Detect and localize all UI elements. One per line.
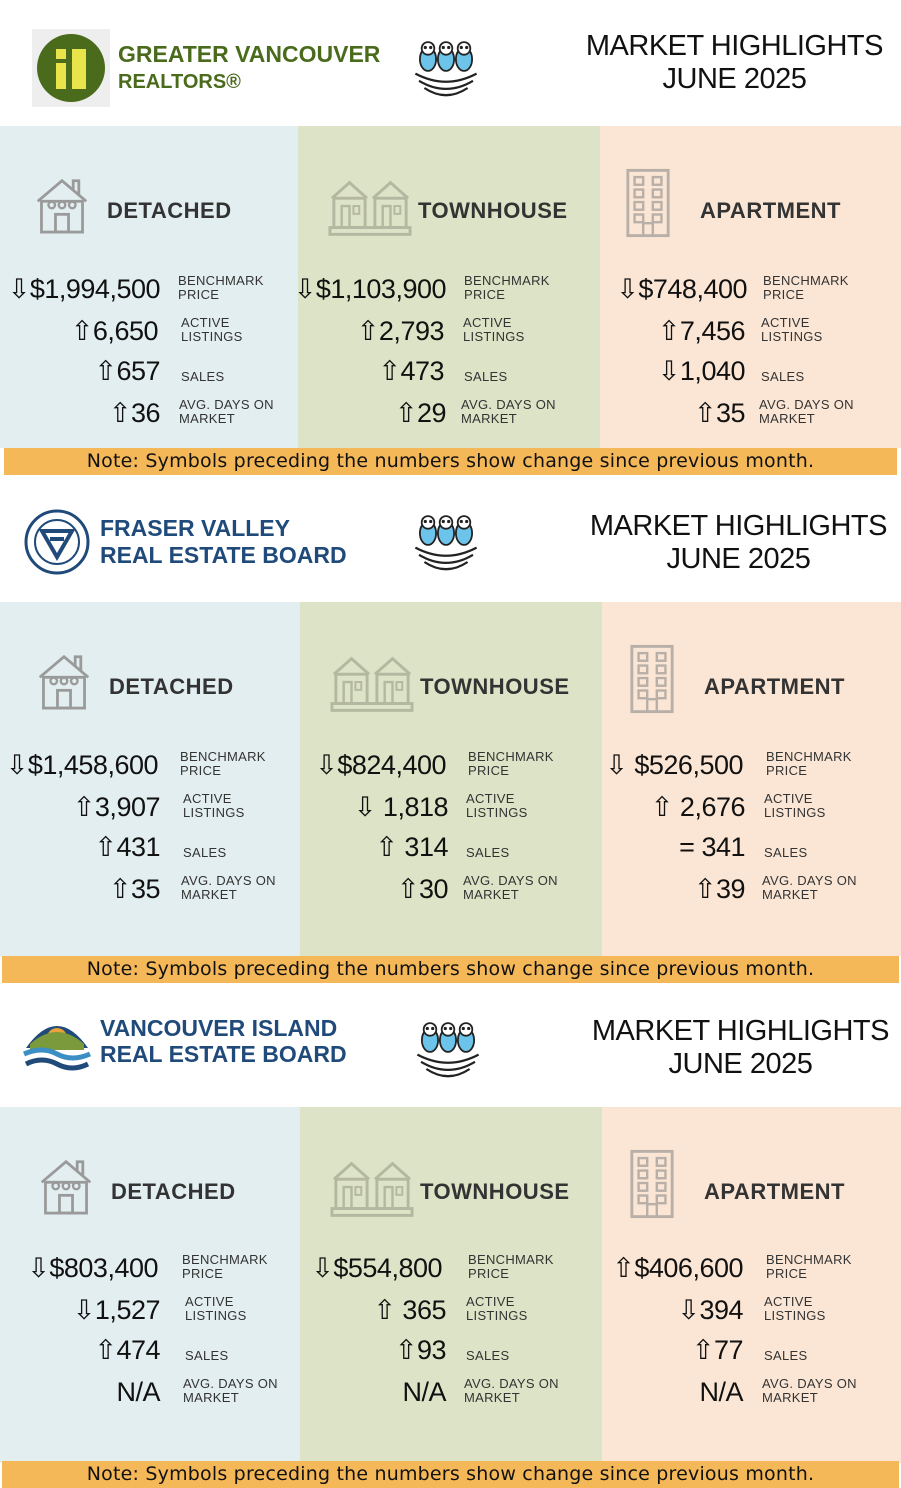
apartment-icon xyxy=(624,166,672,240)
category-panels: DETACHED ⇩$1,458,600 BENCHMARK PRICE ⇧3,90… xyxy=(0,602,901,956)
change-note: Note: Symbols preceding the numbers show… xyxy=(2,1461,899,1488)
vancouver-island-logo-icon xyxy=(22,1026,92,1071)
fv-logo: FRASER VALLEY REAL ESTATE BOARD xyxy=(24,500,347,584)
benchmark-price-value: ⇩ $526,500 xyxy=(605,750,743,780)
board-vancouver-island: VANCOUVER ISLAND REAL ESTATE BOARD MARKE… xyxy=(0,983,901,1488)
panel-townhouse: TOWNHOUSE ⇩$554,800 BENCHMARK PRICE ⇧ 365 A… xyxy=(300,1107,602,1463)
days-on-market-value: N/A xyxy=(116,1377,160,1407)
active-listings-value: ⇧7,456 xyxy=(657,316,746,346)
panel-townhouse: TOWNHOUSE ⇩$824,400 BENCHMARK PRICE ⇩ 1,81… xyxy=(300,602,602,956)
sales-value: ⇧431 xyxy=(94,832,160,862)
days-on-market-value: N/A xyxy=(402,1377,446,1407)
days-on-market-value: ⇧35 xyxy=(693,398,746,428)
board-name-line1: FRASER VALLEY xyxy=(100,515,290,541)
nest-icon xyxy=(410,508,482,580)
days-on-market-value: ⇧39 xyxy=(693,874,746,904)
panel-townhouse: TOWNHOUSE ⇩$1,103,900 BENCHMARK PRICE ⇧2,7… xyxy=(294,126,600,448)
sales-value: ⇧473 xyxy=(378,356,444,386)
apartment-icon xyxy=(628,642,676,716)
board-header: GREATER VANCOUVER REALTORS® MARKET HIGHL… xyxy=(0,0,901,126)
market-highlights-title: MARKET HIGHLIGHTS JUNE 2025 xyxy=(589,510,888,575)
benchmark-price-value: ⇩$803,400 xyxy=(27,1253,158,1283)
active-listings-value: ⇩ 1,818 xyxy=(353,792,449,822)
townhouse-icon xyxy=(330,1159,414,1219)
nest-icon xyxy=(410,34,482,106)
days-on-market-value: ⇧30 xyxy=(396,874,449,904)
board-header: FRASER VALLEY REAL ESTATE BOARD MARKET H… xyxy=(0,478,901,602)
panel-apartment: APARTMENT ⇩$748,400 BENCHMARK PRICE ⇧7,456… xyxy=(600,126,901,448)
house-icon xyxy=(38,1155,94,1217)
days-on-market-value: N/A xyxy=(699,1377,743,1407)
sales-value: ⇩1,040 xyxy=(657,356,746,386)
category-title: TOWNHOUSE xyxy=(420,1179,570,1204)
active-listings-value: ⇧3,907 xyxy=(72,792,161,822)
change-note: Note: Symbols preceding the numbers show… xyxy=(4,448,897,475)
board-name-line2: REALTORS® xyxy=(118,71,241,93)
days-on-market-value: ⇧35 xyxy=(108,874,161,904)
board-name-line2: REAL ESTATE BOARD xyxy=(100,542,347,568)
category-title: DETACHED xyxy=(109,674,234,699)
board-header: VANCOUVER ISLAND REAL ESTATE BOARD MARKE… xyxy=(0,983,901,1107)
change-note: Note: Symbols preceding the numbers show… xyxy=(2,956,899,983)
townhouse-icon xyxy=(330,654,414,714)
benchmark-price-value: ⇩$1,103,900 xyxy=(293,274,447,304)
active-listings-value: ⇧ 365 xyxy=(373,1295,446,1325)
benchmark-price-value: ⇩$1,994,500 xyxy=(7,274,161,304)
active-listings-value: ⇩394 xyxy=(677,1295,743,1325)
panel-detached: DETACHED ⇩$803,400 BENCHMARK PRICE ⇩1,527 A… xyxy=(0,1107,300,1463)
board-name-line1: GREATER VANCOUVER xyxy=(118,41,381,67)
nest-icon xyxy=(412,1015,484,1087)
fraser-valley-logo-icon xyxy=(24,509,90,575)
panel-apartment: APARTMENT ⇧$406,600 BENCHMARK PRICE ⇩394 AC… xyxy=(602,1107,901,1463)
board-name-line2: REAL ESTATE BOARD xyxy=(100,1041,347,1067)
apartment-icon xyxy=(628,1147,676,1221)
sales-value: ⇧657 xyxy=(94,356,160,386)
category-title: DETACHED xyxy=(107,198,232,223)
sales-value: ⇧93 xyxy=(394,1335,447,1365)
market-highlights-title: MARKET HIGHLIGHTS JUNE 2025 xyxy=(585,30,884,95)
realtor-logo-icon xyxy=(32,29,110,107)
active-listings-value: ⇧6,650 xyxy=(70,316,159,346)
category-title: DETACHED xyxy=(111,1179,236,1204)
category-title: APARTMENT xyxy=(704,1179,845,1204)
house-icon xyxy=(34,174,90,236)
panel-apartment: APARTMENT ⇩ $526,500 BENCHMARK PRICE ⇧ 2,6… xyxy=(602,602,901,956)
category-title: TOWNHOUSE xyxy=(420,674,570,699)
panel-detached: DETACHED ⇩$1,994,500 BENCHMARK PRICE ⇧6,65… xyxy=(0,126,298,448)
panel-detached: DETACHED ⇩$1,458,600 BENCHMARK PRICE ⇧3,90… xyxy=(0,602,300,956)
gv-logo: GREATER VANCOUVER REALTORS® xyxy=(32,26,380,110)
benchmark-price-value: ⇧$406,600 xyxy=(612,1253,743,1283)
townhouse-icon xyxy=(328,178,412,238)
vi-logo: VANCOUVER ISLAND REAL ESTATE BOARD xyxy=(22,999,347,1083)
sales-value: ⇧77 xyxy=(691,1335,744,1365)
sales-value: ⇧474 xyxy=(94,1335,160,1365)
category-title: APARTMENT xyxy=(704,674,845,699)
house-icon xyxy=(36,650,92,712)
board-greater-vancouver: GREATER VANCOUVER REALTORS® MARKET HIGHL… xyxy=(0,0,901,478)
sales-value: = 341 xyxy=(679,832,745,862)
benchmark-price-value: ⇩$554,800 xyxy=(311,1253,442,1283)
category-title: APARTMENT xyxy=(700,198,841,223)
active-listings-value: ⇧ 2,676 xyxy=(650,792,746,822)
benchmark-price-value: ⇩$1,458,600 xyxy=(5,750,159,780)
category-panels: DETACHED ⇩$803,400 BENCHMARK PRICE ⇩1,527 A… xyxy=(0,1107,901,1463)
benchmark-price-value: ⇩$748,400 xyxy=(616,274,747,304)
board-fraser-valley: FRASER VALLEY REAL ESTATE BOARD MARKET H… xyxy=(0,478,901,983)
active-listings-value: ⇩1,527 xyxy=(72,1295,161,1325)
category-panels: DETACHED ⇩$1,994,500 BENCHMARK PRICE ⇧6,65… xyxy=(0,126,901,448)
sales-value: ⇧ 314 xyxy=(375,832,448,862)
active-listings-value: ⇧2,793 xyxy=(356,316,445,346)
market-highlights-title: MARKET HIGHLIGHTS JUNE 2025 xyxy=(591,1015,890,1080)
days-on-market-value: ⇧29 xyxy=(394,398,447,428)
board-name-line1: VANCOUVER ISLAND xyxy=(100,1015,338,1041)
days-on-market-value: ⇧36 xyxy=(108,398,161,428)
benchmark-price-value: ⇩$824,400 xyxy=(315,750,446,780)
category-title: TOWNHOUSE xyxy=(418,198,568,223)
